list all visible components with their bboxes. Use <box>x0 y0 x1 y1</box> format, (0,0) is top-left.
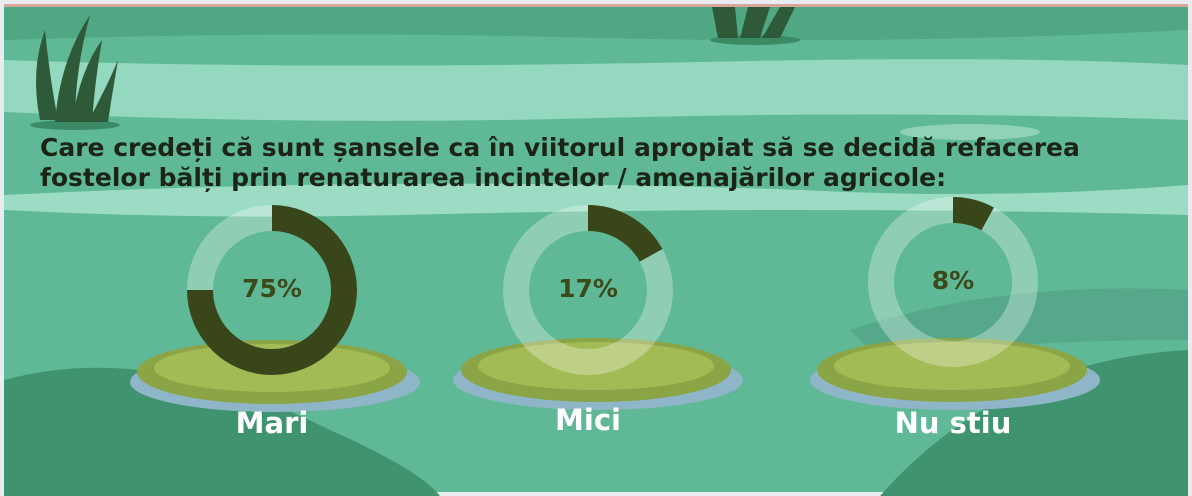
title-line: Care credeți că sunt șansele ca în viito… <box>40 133 1080 162</box>
infographic: Care credeți că sunt șansele ca în viito… <box>0 0 1192 496</box>
far-bank <box>4 7 1188 40</box>
title-line: fostelor bălți prin renaturarea incintel… <box>40 163 946 192</box>
top-border <box>4 4 1188 7</box>
donut-arc <box>953 210 988 219</box>
water-band <box>4 59 1188 121</box>
category-label: Mici <box>555 403 621 437</box>
category-label: Nu stiu <box>895 406 1012 440</box>
value-label: 8% <box>932 266 974 295</box>
value-label: 17% <box>558 274 618 303</box>
category-label: Mari <box>236 406 309 440</box>
value-label: 75% <box>242 274 302 303</box>
